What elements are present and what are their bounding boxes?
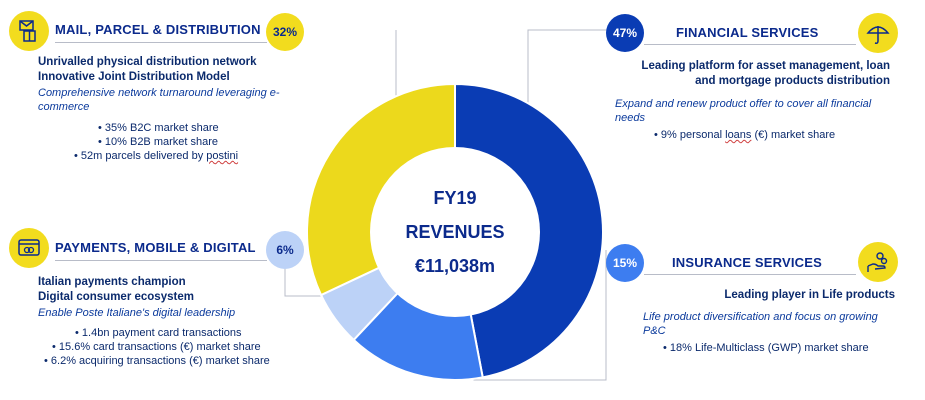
- umbrella-icon: [858, 13, 898, 53]
- mail-bullet-1: • 35% B2C market share: [98, 122, 219, 134]
- payments-bold-line-1: Italian payments champion: [38, 276, 186, 288]
- mail-title-underline: [55, 42, 267, 43]
- insurance-bold-line-1: Leading player in Life products: [724, 289, 895, 301]
- financial-percent-badge: 47%: [606, 14, 644, 52]
- mail-bullet-3-word: postini: [206, 150, 239, 162]
- center-revenues-label: REVENUES: [405, 222, 505, 242]
- financial-bullet-text-2: (€) market share: [751, 129, 836, 141]
- payments-percent-badge: 6%: [266, 231, 304, 269]
- financial-bold-line-1: Leading platform for asset management, l…: [641, 60, 890, 72]
- donut-hole: [370, 147, 540, 317]
- mail-bold-line-2: Innovative Joint Distribution Model: [38, 71, 230, 83]
- payments-bold-line-2: Digital consumer ecosystem: [38, 291, 194, 303]
- mail-italic-text: Comprehensive network turnaround leverag…: [38, 87, 280, 113]
- card-icon: [9, 228, 49, 268]
- financial-bullet-text-1: • 9% personal: [654, 129, 726, 141]
- mail-percent-badge: 32%: [266, 13, 304, 51]
- payments-bullet-2: • 15.6% card transactions (€) market sha…: [52, 341, 261, 353]
- financial-bullet-word: loans: [725, 129, 752, 141]
- mail-bullet-2: • 10% B2B market share: [98, 136, 219, 148]
- financial-bullet-1: • 9% personal loans (€) market share: [654, 128, 835, 142]
- hand-coins-icon: [858, 242, 898, 282]
- mail-bullet-3: • 52m parcels delivered by postini: [74, 149, 238, 163]
- mail-section-title: MAIL, PARCEL & DISTRIBUTION: [55, 22, 261, 37]
- center-revenue-value: €11,038m: [414, 256, 496, 276]
- insurance-title-underline: [644, 274, 856, 275]
- mail-bold-line-1: Unrivalled physical distribution network: [38, 56, 257, 68]
- payments-bullet-1: • 1.4bn payment card transactions: [75, 327, 242, 339]
- insurance-percent-badge: 15%: [606, 244, 644, 282]
- financial-section-title: FINANCIAL SERVICES: [676, 25, 819, 40]
- insurance-bullet-1: • 18% Life-Multiclass (GWP) market share: [663, 342, 869, 354]
- payments-title-underline: [55, 260, 267, 261]
- payments-section-title: PAYMENTS, MOBILE & DIGITAL: [55, 240, 256, 255]
- insurance-section-title: INSURANCE SERVICES: [672, 255, 823, 270]
- center-fy-label: FY19: [433, 188, 477, 208]
- parcel-icon: [9, 11, 49, 51]
- mail-bullet-3-text: • 52m parcels delivered by: [74, 150, 207, 162]
- payments-bullet-3: • 6.2% acquiring transactions (€) market…: [44, 355, 270, 367]
- financial-italic-text: Expand and renew product offer to cover …: [615, 98, 872, 124]
- payments-italic-text: Enable Poste Italiane's digital leadersh…: [38, 307, 236, 319]
- financial-title-underline: [644, 44, 856, 45]
- financial-bold-line-2: and mortgage products distribution: [695, 75, 890, 87]
- insurance-italic-text: Life product diversification and focus o…: [643, 311, 878, 337]
